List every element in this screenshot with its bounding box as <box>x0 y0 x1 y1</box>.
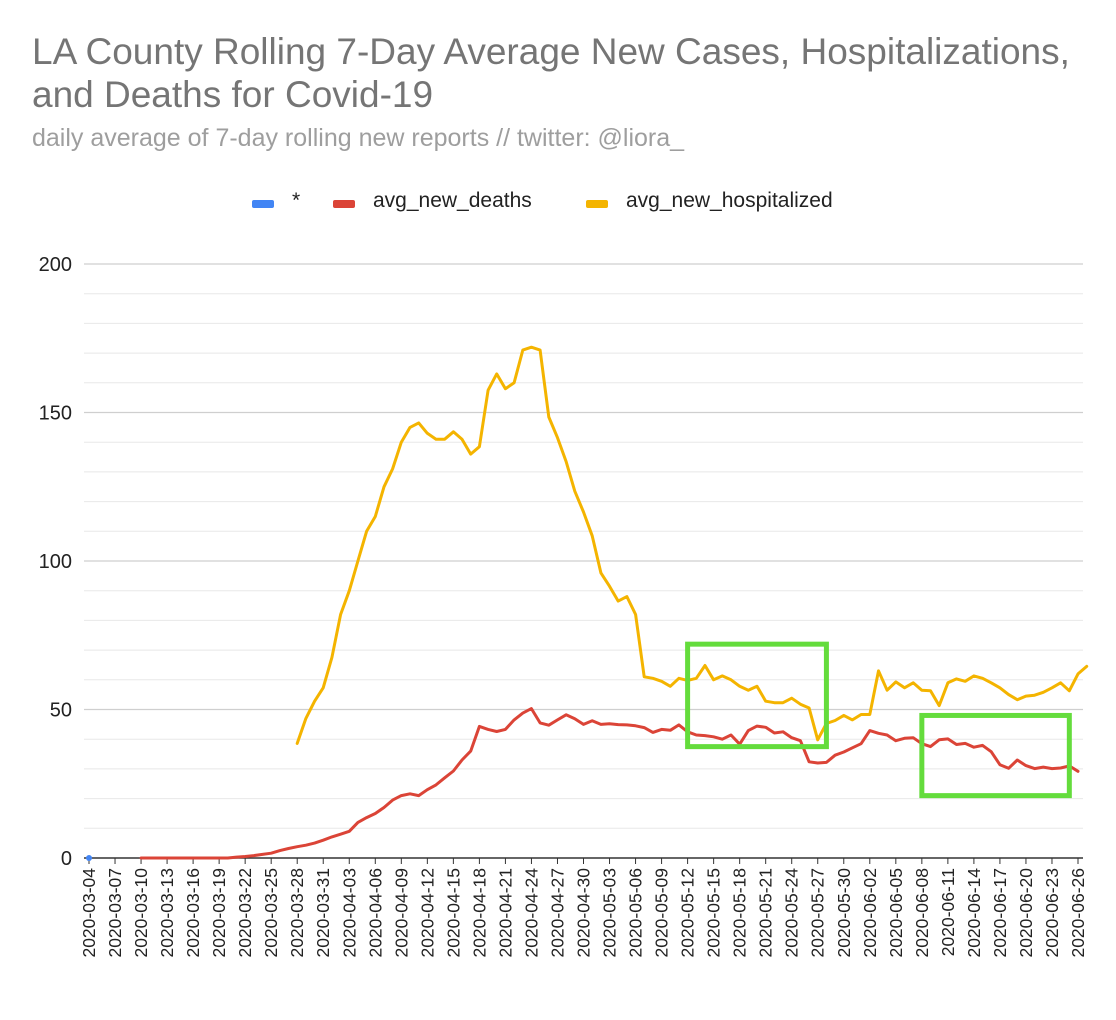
x-tick-label: 2020-05-03 <box>600 868 620 958</box>
series-line-avg-new-deaths <box>139 707 1080 860</box>
x-tick-label: 2020-03-19 <box>209 868 229 958</box>
x-tick-label: 2020-03-22 <box>235 868 255 958</box>
x-tick-label: 2020-04-15 <box>443 868 463 958</box>
x-tick-label: 2020-05-06 <box>626 868 646 958</box>
x-tick-label: 2020-06-08 <box>912 868 932 958</box>
legend-swatch-avg-new-deaths <box>333 200 355 208</box>
x-tick-label: 2020-04-03 <box>339 868 359 958</box>
x-tick-label: 2020-06-02 <box>860 868 880 958</box>
x-tick-label: 2020-05-21 <box>756 868 776 958</box>
x-tick-label: 2020-05-18 <box>730 868 750 958</box>
x-tick-label: 2020-05-15 <box>704 868 724 958</box>
x-tick-label: 2020-06-14 <box>964 868 984 958</box>
x-tick-label: 2020-04-06 <box>365 868 385 958</box>
x-tick-label: 2020-03-07 <box>105 868 125 958</box>
x-tick-label: 2020-04-21 <box>495 868 515 958</box>
x-tick-label: 2020-06-05 <box>886 868 906 958</box>
x-tick-label: 2020-05-27 <box>808 868 828 958</box>
legend-swatch-star <box>252 200 274 208</box>
x-tick-label: 2020-06-23 <box>1042 868 1062 958</box>
chart-title: LA County Rolling 7-Day Average New Case… <box>32 31 1070 115</box>
x-tick-label: 2020-03-10 <box>131 868 151 958</box>
series-line-avg-new-hospitalized <box>295 345 1089 745</box>
highlight-box-2 <box>919 712 1072 799</box>
series-point-star <box>86 855 92 861</box>
x-tick-label: 2020-03-13 <box>157 868 177 958</box>
legend-swatch-avg-new-hospitalized <box>586 200 608 208</box>
x-tick-label: 2020-04-27 <box>547 868 567 958</box>
x-tick-label: 2020-04-09 <box>391 868 411 958</box>
x-tick-label: 2020-05-30 <box>834 868 854 958</box>
y-tick-label: 200 <box>39 254 72 276</box>
x-tick-label: 2020-04-12 <box>417 868 437 958</box>
x-tick-label: 2020-06-11 <box>938 868 958 956</box>
x-tick-label: 2020-03-04 <box>79 868 99 958</box>
x-tick-label: 2020-04-18 <box>469 868 489 958</box>
x-tick-label: 2020-04-30 <box>574 868 594 958</box>
x-tick-label: 2020-05-12 <box>678 868 698 958</box>
x-tick-label: 2020-04-24 <box>521 868 541 958</box>
x-tick-label: 2020-03-16 <box>183 868 203 958</box>
legend-label-avg-new-hospitalized: avg_new_hospitalized <box>626 189 833 212</box>
x-tick-label: 2020-05-24 <box>782 868 802 958</box>
legend-label-avg-new-deaths: avg_new_deaths <box>373 189 532 212</box>
x-tick-label: 2020-03-25 <box>261 868 281 958</box>
highlight-box-1 <box>685 641 829 750</box>
x-tick-label: 2020-06-26 <box>1068 868 1088 958</box>
x-tick-label: 2020-06-17 <box>990 868 1010 958</box>
y-tick-label: 50 <box>50 700 72 722</box>
x-tick-label: 2020-05-09 <box>652 868 672 958</box>
y-tick-label: 100 <box>39 551 72 573</box>
x-tick-label: 2020-03-31 <box>313 868 333 958</box>
y-tick-label: 150 <box>39 403 72 425</box>
legend-label-star: * <box>292 189 301 212</box>
chart-legend: * avg_new_deaths avg_new_hospitalized <box>0 187 1116 221</box>
y-tick-label: 0 <box>61 848 72 870</box>
x-tick-label: 2020-06-20 <box>1016 868 1036 958</box>
chart-subtitle: daily average of 7-day rolling new repor… <box>32 124 685 152</box>
x-tick-label: 2020-03-28 <box>287 868 307 958</box>
